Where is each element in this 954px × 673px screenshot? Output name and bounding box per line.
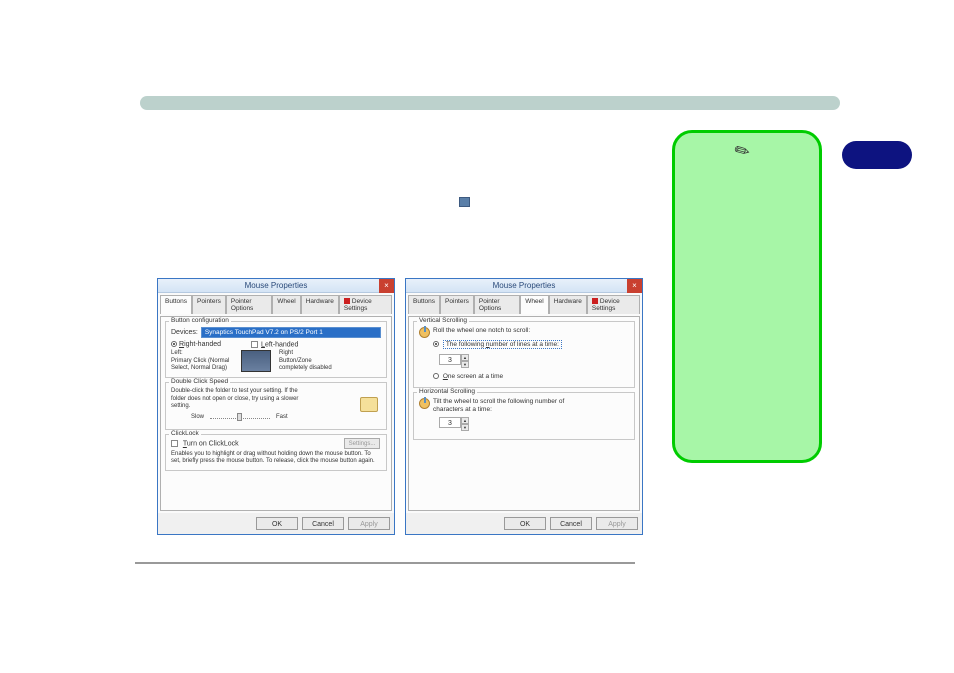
- lines-radio[interactable]: [433, 341, 439, 347]
- ok-button[interactable]: OK: [256, 517, 298, 530]
- slow-label: Slow: [191, 414, 204, 420]
- title-text: Mouse Properties: [245, 281, 308, 290]
- tab-buttons[interactable]: Buttons: [160, 295, 192, 314]
- ok-button[interactable]: OK: [504, 517, 546, 530]
- clicklock-checkbox[interactable]: [171, 440, 178, 447]
- devices-row: Devices: Synaptics TouchPad V7.2 on PS/2…: [171, 327, 381, 338]
- chars-spinner[interactable]: 3 ▲▼: [439, 417, 469, 431]
- right-col-head: Right: [279, 350, 339, 357]
- apply-button[interactable]: Apply: [348, 517, 390, 530]
- left-col-text: Primary Click (Normal Select, Normal Dra…: [171, 358, 233, 372]
- spinner-arrows[interactable]: ▲▼: [461, 417, 469, 431]
- vscroll-group: Vertical Scrolling Roll the wheel one no…: [413, 321, 635, 388]
- group-legend: Double Click Speed: [169, 378, 230, 385]
- tab-pointers[interactable]: Pointers: [192, 295, 226, 314]
- doubleclick-text: Double-click the folder to test your set…: [171, 388, 301, 410]
- tab-wheel[interactable]: Wheel: [272, 295, 300, 314]
- group-legend: ClickLock: [169, 430, 201, 437]
- left-column: Left: Primary Click (Normal Select, Norm…: [171, 350, 233, 372]
- clicklock-group: ClickLock Turn on ClickLock Settings... …: [165, 434, 387, 471]
- wheel-icon: [419, 327, 430, 338]
- titlebar: Mouse Properties ×: [158, 279, 394, 293]
- group-legend: Button configuration: [169, 317, 231, 324]
- spinner-arrows[interactable]: ▲▼: [461, 354, 469, 368]
- clicklock-toggle-row: Turn on ClickLock Settings...: [171, 440, 381, 447]
- footer-rule: [135, 562, 635, 564]
- tab-hardware[interactable]: Hardware: [549, 295, 587, 314]
- cancel-button[interactable]: Cancel: [302, 517, 344, 530]
- hscroll-group: Horizontal Scrolling Tilt the wheel to s…: [413, 392, 635, 440]
- page-header-bar: [140, 96, 840, 110]
- tab-pointers[interactable]: Pointers: [440, 295, 474, 314]
- fast-label: Fast: [276, 414, 288, 420]
- folder-icon[interactable]: [360, 397, 378, 412]
- mouse-properties-wheel-dialog: Mouse Properties × Buttons Pointers Poin…: [405, 278, 643, 535]
- doubleclick-group: Double Click Speed Double-click the fold…: [165, 382, 387, 430]
- titlebar: Mouse Properties ×: [406, 279, 642, 293]
- one-screen-radio[interactable]: [433, 373, 439, 379]
- close-icon[interactable]: ×: [379, 279, 394, 293]
- dialog-button-row: OK Cancel Apply: [158, 513, 394, 534]
- tab-pointer-options[interactable]: Pointer Options: [474, 295, 520, 314]
- tab-device-settings[interactable]: Device Settings: [587, 295, 640, 314]
- lines-label: The following number of lines at a time:: [443, 340, 562, 349]
- apply-button[interactable]: Apply: [596, 517, 638, 530]
- clicklock-settings-button[interactable]: Settings...: [344, 438, 380, 449]
- doubleclick-slider[interactable]: [210, 415, 270, 419]
- tab-body: Button configuration Devices: Synaptics …: [160, 316, 392, 511]
- wheel-icon: [419, 398, 430, 409]
- right-handed-radio[interactable]: Right-handed: [171, 341, 221, 348]
- devices-label: Devices:: [171, 329, 198, 336]
- tab-buttons[interactable]: Buttons: [408, 295, 440, 314]
- tab-bar: Buttons Pointers Pointer Options Wheel H…: [408, 295, 640, 314]
- side-pill-button[interactable]: [842, 141, 912, 169]
- lines-spinner[interactable]: 3 ▲▼: [439, 354, 469, 368]
- vscroll-text: Roll the wheel one notch to scroll:: [433, 327, 530, 335]
- slider-row: Slow Fast: [171, 414, 381, 420]
- left-handed-radio[interactable]: Left-handed: [251, 341, 298, 348]
- close-icon[interactable]: ×: [627, 279, 642, 293]
- mouse-control-icon: [459, 197, 470, 207]
- mouse-properties-buttons-dialog: Mouse Properties × Buttons Pointers Poin…: [157, 278, 395, 535]
- pen-icon: ✎: [731, 139, 755, 165]
- title-text: Mouse Properties: [493, 281, 556, 290]
- group-legend: Vertical Scrolling: [417, 317, 469, 324]
- tab-bar: Buttons Pointers Pointer Options Wheel H…: [160, 295, 392, 314]
- handed-row: Right-handed Left-handed: [171, 341, 381, 348]
- one-screen-radio-row[interactable]: One screen at a time: [433, 373, 629, 380]
- hscroll-row: Tilt the wheel to scroll the following n…: [419, 398, 629, 414]
- hscroll-text: Tilt the wheel to scroll the following n…: [433, 398, 573, 414]
- left-col-head: Left:: [171, 350, 233, 357]
- right-col-text: Button/Zone completely disabled: [279, 358, 339, 372]
- note-box: ✎: [672, 130, 822, 463]
- button-config-group: Button configuration Devices: Synaptics …: [165, 321, 387, 378]
- devices-select[interactable]: Synaptics TouchPad V7.2 on PS/2 Port 1: [201, 327, 381, 338]
- lines-value[interactable]: 3: [439, 354, 461, 365]
- chars-value[interactable]: 3: [439, 417, 461, 428]
- tab-hardware[interactable]: Hardware: [301, 295, 339, 314]
- clicklock-text: Enables you to highlight or drag without…: [171, 451, 381, 465]
- tab-device-settings[interactable]: Device Settings: [339, 295, 392, 314]
- touchpad-image: [241, 350, 271, 372]
- tab-pointer-options[interactable]: Pointer Options: [226, 295, 272, 314]
- group-legend: Horizontal Scrolling: [417, 388, 477, 395]
- right-column: Right Button/Zone completely disabled: [279, 350, 339, 372]
- tab-body: Vertical Scrolling Roll the wheel one no…: [408, 316, 640, 511]
- lines-radio-row[interactable]: The following number of lines at a time:: [433, 340, 629, 349]
- dialog-content: Buttons Pointers Pointer Options Wheel H…: [406, 293, 642, 513]
- dialog-content: Buttons Pointers Pointer Options Wheel H…: [158, 293, 394, 513]
- handed-columns: Left: Primary Click (Normal Select, Norm…: [171, 350, 381, 372]
- dialog-button-row: OK Cancel Apply: [406, 513, 642, 534]
- cancel-button[interactable]: Cancel: [550, 517, 592, 530]
- screenshots-container: Mouse Properties × Buttons Pointers Poin…: [157, 278, 643, 535]
- vscroll-row: Roll the wheel one notch to scroll:: [419, 327, 629, 338]
- tab-wheel[interactable]: Wheel: [520, 295, 548, 314]
